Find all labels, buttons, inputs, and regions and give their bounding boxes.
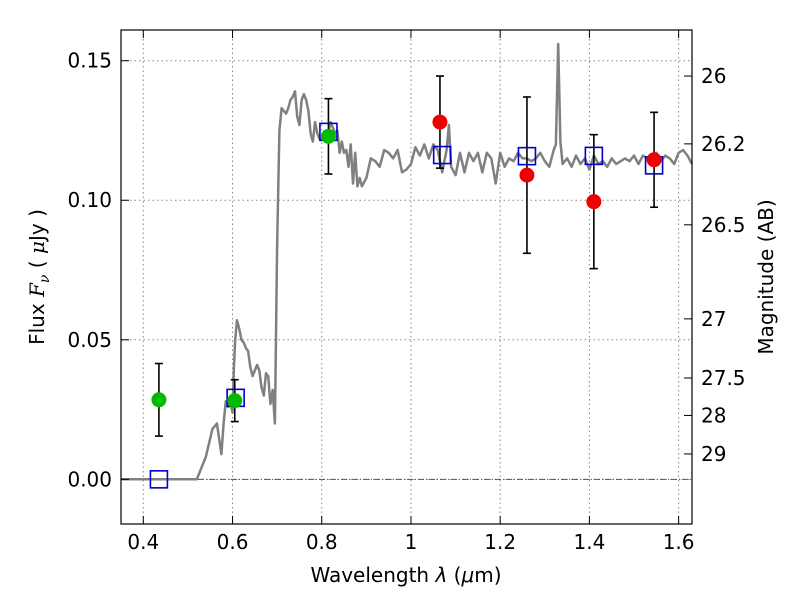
x-tick-label: 1 (405, 530, 418, 554)
y-tick-label: 0.00 (67, 467, 112, 491)
x-tick-label: 0.8 (306, 530, 338, 554)
model-photometry-square (517, 146, 537, 166)
x-axis-title: Wavelength λ (μm) (310, 563, 501, 587)
model-photometry-square (584, 146, 604, 166)
y2-tick-label: 29 (701, 442, 726, 466)
y2-tick-label: 27 (701, 307, 726, 331)
x-tick-label: 0.6 (217, 530, 249, 554)
x-tick-label: 1.2 (484, 530, 516, 554)
y-tick-label: 0.05 (67, 328, 112, 352)
x-tick-label: 1.6 (663, 530, 695, 554)
y-axis-title: Flux Fν ( μJy ) (25, 209, 53, 345)
y2-tick-label: 26 (701, 64, 726, 88)
model-photometry-square (149, 470, 169, 489)
axis-ticks: 0.4 0.6 0.8 1 1.2 1.4 1.6 0.00 0.05 0.10 0.15 26 26.… (67, 30, 746, 554)
y2-tick-label: 26.2 (701, 132, 746, 156)
red-data-point (586, 194, 602, 210)
x-tick-label: 1.4 (573, 530, 605, 554)
y-tick-label: 0.10 (67, 188, 112, 212)
y2-tick-label: 27.5 (701, 366, 746, 390)
red-data-point (519, 167, 535, 183)
y2-tick-label: 26.5 (701, 213, 746, 237)
y-tick-label: 0.15 (67, 49, 112, 73)
y2-axis-title: Magnitude (AB) (754, 199, 778, 354)
green-data-point (227, 393, 243, 409)
red-data-point (432, 114, 448, 130)
plot-frame (120, 29, 693, 525)
green-data-point (151, 392, 167, 408)
green-data-point (320, 128, 336, 144)
x-tick-label: 0.4 (127, 530, 159, 554)
plot-area (121, 42, 694, 489)
red-data-point (646, 152, 662, 168)
y2-tick-label: 28 (701, 403, 726, 427)
gridlines (121, 30, 692, 524)
model-photometry-square (432, 145, 452, 165)
